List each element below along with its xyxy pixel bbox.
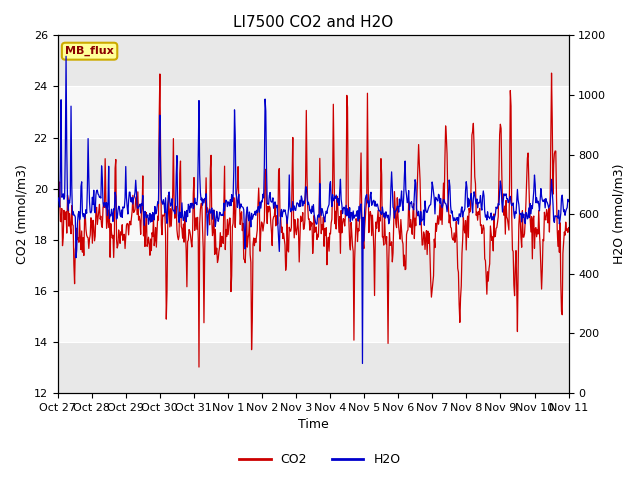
Y-axis label: CO2 (mmol/m3): CO2 (mmol/m3): [15, 164, 28, 264]
Bar: [58, 138, 568, 189]
Y-axis label: H2O (mmol/m3): H2O (mmol/m3): [612, 164, 625, 264]
Bar: [58, 189, 568, 240]
Bar: [58, 240, 568, 291]
Text: MB_flux: MB_flux: [65, 46, 114, 56]
Bar: [58, 342, 568, 393]
Bar: [58, 86, 568, 138]
Legend: CO2, H2O: CO2, H2O: [234, 448, 406, 471]
X-axis label: Time: Time: [298, 419, 328, 432]
Bar: [58, 36, 568, 86]
Title: LI7500 CO2 and H2O: LI7500 CO2 and H2O: [233, 15, 393, 30]
Bar: [58, 291, 568, 342]
